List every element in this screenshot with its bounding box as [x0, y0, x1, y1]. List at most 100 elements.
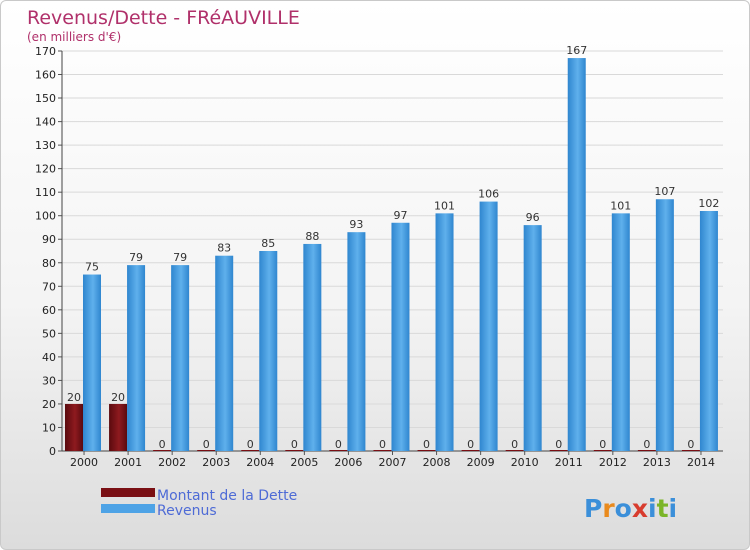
bar-dette-base-2005 — [285, 450, 304, 451]
y-tick-label-40: 40 — [42, 351, 56, 364]
chart-title: Revenus/Dette - FRéAUVILLE — [27, 7, 300, 29]
label-dette-2004: 0 — [247, 438, 254, 451]
label-dette-2014: 0 — [687, 438, 694, 451]
y-tick-label-140: 140 — [35, 116, 56, 129]
y-tick-label-0: 0 — [49, 445, 56, 458]
bar-dette-base-2006 — [329, 450, 348, 451]
legend-swatch-dette — [101, 488, 155, 497]
y-tick-label-130: 130 — [35, 139, 56, 152]
label-revenus-2012: 101 — [610, 199, 631, 212]
label-revenus-2006: 93 — [349, 218, 363, 231]
y-tick-label-120: 120 — [35, 163, 56, 176]
label-revenus-2001: 79 — [129, 251, 143, 264]
bar-dette-base-2008 — [417, 450, 436, 451]
x-tick-label-2004: 2004 — [246, 456, 274, 469]
bar-dette-base-2009 — [461, 450, 480, 451]
bar-revenus-2010 — [523, 225, 542, 451]
label-revenus-2011: 167 — [566, 44, 587, 57]
x-tick-label-2010: 2010 — [511, 456, 539, 469]
bar-revenus-2003 — [215, 255, 234, 451]
proxiti-logo: Proxiti — [584, 494, 677, 523]
x-tick-label-2002: 2002 — [158, 456, 186, 469]
y-tick-label-20: 20 — [42, 398, 56, 411]
chart-subtitle: (en milliers d'€) — [27, 30, 121, 44]
bar-dette-base-2014 — [681, 450, 700, 451]
x-tick-label-2006: 2006 — [334, 456, 362, 469]
x-tick-label-2003: 2003 — [202, 456, 230, 469]
bar-revenus-2009 — [479, 201, 498, 451]
label-dette-2013: 0 — [643, 438, 650, 451]
legend-label-revenus: Revenus — [157, 503, 217, 519]
x-tick-label-2014: 2014 — [687, 456, 715, 469]
label-dette-2005: 0 — [291, 438, 298, 451]
bar-revenus-2013 — [655, 199, 674, 451]
label-revenus-2014: 102 — [698, 197, 719, 210]
bar-revenus-2012 — [611, 213, 630, 451]
bar-revenus-2002 — [171, 265, 190, 451]
bar-dette-2000 — [65, 403, 83, 451]
bar-revenus-2014 — [699, 211, 718, 451]
label-dette-2010: 0 — [511, 438, 518, 451]
logo-letter-3: x — [632, 494, 648, 523]
x-tick-label-2012: 2012 — [599, 456, 627, 469]
y-tick-label-170: 170 — [35, 45, 56, 58]
label-revenus-2013: 107 — [654, 185, 675, 198]
y-tick-label-80: 80 — [42, 257, 56, 270]
label-revenus-2008: 101 — [434, 199, 455, 212]
bar-dette-base-2013 — [637, 450, 656, 451]
x-tick-label-2013: 2013 — [643, 456, 671, 469]
logo-letter-2: o — [615, 494, 632, 523]
y-tick-label-90: 90 — [42, 233, 56, 246]
label-revenus-2003: 83 — [217, 242, 231, 255]
logo-letter-1: r — [602, 494, 615, 523]
label-dette-2000: 20 — [67, 391, 81, 404]
y-tick-label-60: 60 — [42, 304, 56, 317]
bar-revenus-2000 — [83, 274, 101, 451]
label-dette-2012: 0 — [599, 438, 606, 451]
label-dette-2006: 0 — [335, 438, 342, 451]
bar-dette-base-2004 — [241, 450, 260, 451]
bar-dette-base-2002 — [153, 450, 172, 451]
label-dette-2009: 0 — [467, 438, 474, 451]
label-dette-2003: 0 — [203, 438, 210, 451]
logo-letter-0: P — [584, 494, 602, 523]
label-dette-2002: 0 — [159, 438, 166, 451]
label-dette-2001: 20 — [111, 391, 125, 404]
bar-revenus-2011 — [567, 58, 586, 451]
bar-dette-base-2007 — [373, 450, 392, 451]
label-dette-2007: 0 — [379, 438, 386, 451]
x-tick-label-2007: 2007 — [379, 456, 407, 469]
bar-revenus-2001 — [127, 265, 146, 451]
label-revenus-2009: 106 — [478, 188, 499, 201]
label-revenus-2002: 79 — [173, 251, 187, 264]
y-tick-label-160: 160 — [35, 69, 56, 82]
label-dette-2011: 0 — [555, 438, 562, 451]
label-revenus-2000: 75 — [85, 261, 99, 274]
label-revenus-2010: 96 — [526, 211, 540, 224]
bar-revenus-2004 — [259, 251, 278, 451]
y-tick-label-70: 70 — [42, 280, 56, 293]
x-tick-label-2005: 2005 — [290, 456, 318, 469]
logo-letter-4: i — [648, 494, 657, 523]
bar-dette-base-2011 — [549, 450, 568, 451]
y-tick-label-30: 30 — [42, 374, 56, 387]
y-tick-label-150: 150 — [35, 92, 56, 105]
label-revenus-2004: 85 — [261, 237, 275, 250]
x-tick-label-2011: 2011 — [555, 456, 583, 469]
bar-dette-2001 — [109, 403, 128, 451]
bar-revenus-2007 — [391, 222, 410, 451]
x-tick-label-2009: 2009 — [467, 456, 495, 469]
label-revenus-2005: 88 — [305, 230, 319, 243]
x-tick-label-2000: 2000 — [70, 456, 98, 469]
logo-letter-5: t — [657, 494, 669, 523]
bar-dette-base-2010 — [505, 450, 524, 451]
x-tick-label-2001: 2001 — [114, 456, 142, 469]
bar-dette-base-2012 — [593, 450, 612, 451]
legend-label-dette: Montant de la Dette — [157, 488, 297, 504]
bar-revenus-2005 — [303, 243, 322, 451]
label-revenus-2007: 97 — [393, 209, 407, 222]
y-tick-label-50: 50 — [42, 327, 56, 340]
label-dette-2008: 0 — [423, 438, 430, 451]
